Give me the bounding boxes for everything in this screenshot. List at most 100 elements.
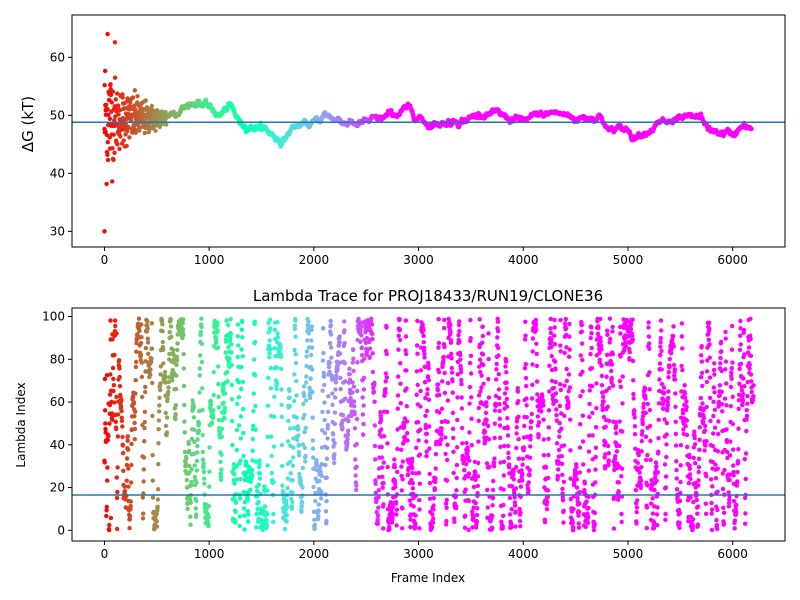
lambda-point — [305, 338, 310, 343]
lambda-point — [226, 322, 231, 328]
lambda-point — [698, 395, 703, 401]
lambda-point — [394, 523, 399, 528]
lambda-point — [196, 428, 202, 433]
lambda-point — [141, 479, 146, 484]
lambda-point — [721, 510, 727, 515]
lambda-point — [219, 467, 224, 472]
lambda-point — [518, 484, 524, 489]
lambda-point — [690, 523, 696, 528]
lambda-point — [650, 511, 656, 516]
lambda-point — [599, 383, 605, 388]
lambda-point — [199, 341, 204, 346]
lambda-point — [567, 347, 572, 352]
lambda-point — [587, 414, 592, 420]
lambda-point — [490, 487, 496, 493]
lambda-point — [265, 511, 270, 517]
lambda-point — [132, 414, 137, 419]
lambda-point — [561, 508, 566, 513]
lambda-point — [674, 487, 680, 492]
lambda-point — [658, 335, 663, 341]
lambda-point — [242, 513, 247, 518]
lambda-point — [241, 430, 246, 436]
lambda-point — [298, 478, 303, 483]
lambda-point — [410, 481, 415, 486]
lambda-point — [459, 406, 465, 411]
lambda-point — [534, 379, 540, 384]
lambda-point — [435, 388, 440, 393]
lambda-point — [641, 401, 646, 407]
lambda-point — [392, 457, 397, 462]
lambda-point — [271, 414, 277, 419]
lambda-point — [206, 514, 211, 520]
lambda-point — [736, 447, 741, 452]
lambda-point — [507, 462, 512, 467]
lambda-point — [154, 524, 160, 529]
lambda-point — [606, 418, 612, 424]
lambda-point — [617, 419, 622, 424]
lambda-point — [567, 321, 572, 327]
lambda-point — [268, 346, 273, 352]
lambda-point — [697, 447, 702, 452]
lambda-point — [540, 398, 546, 403]
lambda-point — [691, 455, 696, 461]
lambda-point — [160, 347, 166, 352]
delta-g-point — [120, 95, 125, 100]
lambda-point — [677, 520, 682, 526]
lambda-point — [138, 353, 144, 358]
delta-g-point — [113, 114, 118, 119]
lambda-point — [579, 322, 584, 328]
lambda-point — [160, 329, 165, 334]
lambda-point — [582, 481, 587, 486]
lambda-point — [302, 445, 308, 450]
lambda-point — [230, 442, 235, 448]
lambda-point — [155, 497, 161, 502]
lambda-point — [653, 460, 659, 465]
lambda-point — [146, 351, 151, 356]
lambda-point — [529, 419, 534, 424]
lambda-point — [113, 419, 119, 424]
lambda-point — [454, 462, 460, 468]
lambda-point — [393, 500, 399, 505]
lambda-point — [324, 518, 329, 524]
lambda-point — [498, 435, 503, 440]
lambda-point — [249, 467, 255, 473]
delta-g-point — [105, 31, 110, 37]
lambda-point — [215, 320, 220, 325]
lambda-point — [594, 406, 599, 411]
lambda-point — [514, 431, 519, 436]
lambda-point — [361, 421, 366, 427]
lambda-point — [227, 356, 232, 361]
lambda-point — [656, 449, 661, 454]
lambda-point — [347, 366, 352, 371]
lambda-point — [671, 362, 677, 368]
lambda-point — [736, 426, 741, 431]
delta-g-point — [115, 142, 120, 147]
lambda-point — [680, 346, 685, 351]
lambda-point — [379, 444, 384, 450]
lambda-point — [286, 418, 291, 424]
lambda-point — [542, 520, 548, 525]
lambda-point — [524, 403, 529, 408]
lambda-point — [139, 360, 144, 365]
lambda-point — [655, 505, 660, 510]
lambda-point — [497, 423, 503, 428]
lambda-point — [257, 462, 262, 467]
lambda-point — [709, 511, 714, 516]
lambda-point — [609, 362, 615, 367]
lambda-point — [240, 379, 246, 385]
lambda-point — [712, 407, 718, 412]
lambda-point — [667, 356, 672, 362]
lambda-point — [715, 466, 720, 471]
lambda-point — [460, 441, 465, 446]
lambda-point — [384, 409, 390, 415]
lambda-point — [290, 499, 295, 505]
lambda-point — [664, 420, 670, 426]
lambda-point — [481, 362, 486, 368]
lambda-point — [469, 416, 474, 421]
lambda-point — [740, 391, 746, 397]
delta-g-point — [115, 91, 120, 96]
lambda-point — [703, 511, 709, 516]
lambda-point — [466, 471, 472, 476]
lambda-point — [564, 366, 569, 372]
lambda-point — [748, 372, 754, 377]
